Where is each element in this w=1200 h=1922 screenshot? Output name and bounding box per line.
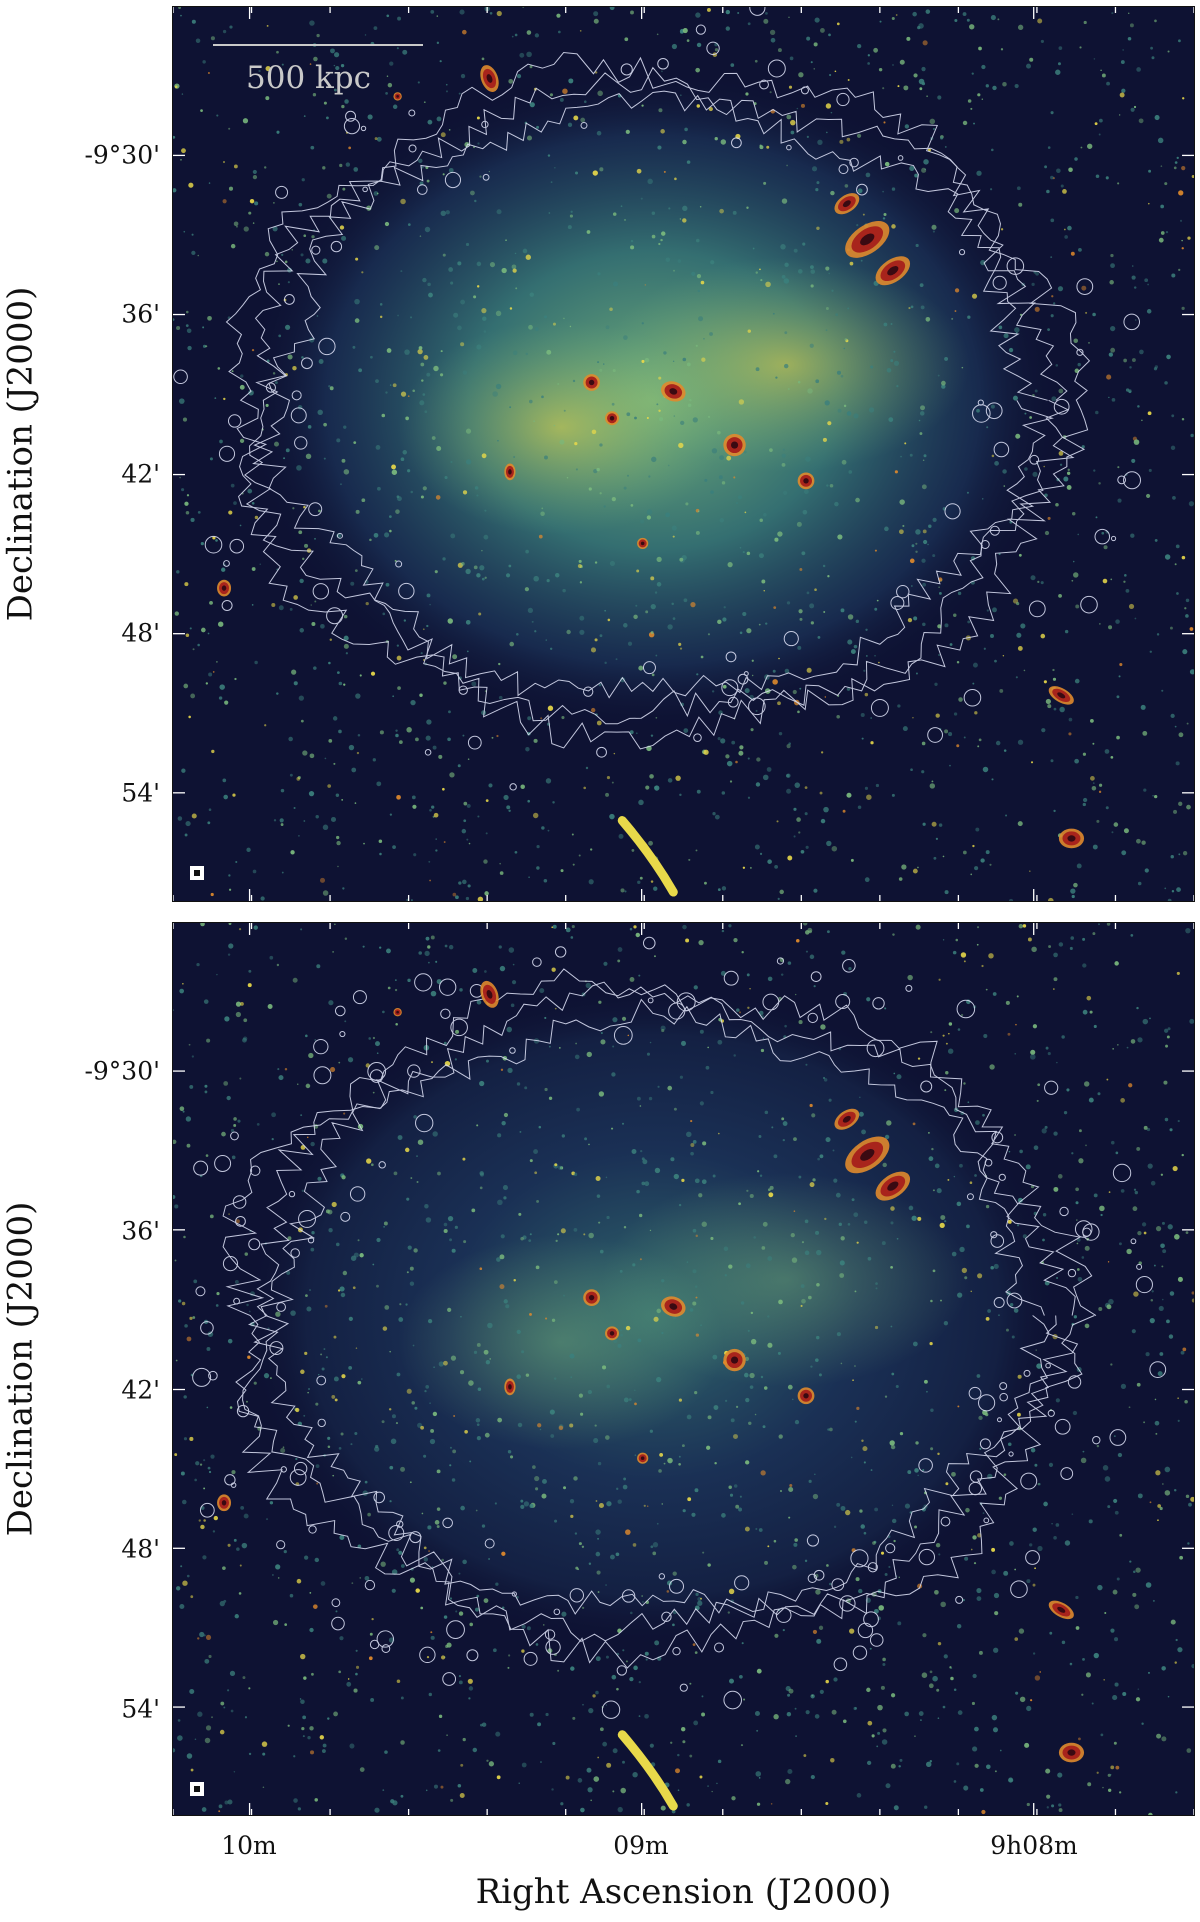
radio-image-top [173,7,1194,901]
y-tick-label-top-2: 42' [121,459,160,489]
axis-ticks [173,923,1194,1815]
y-tick-label-bottom-0: -9°30' [84,1056,160,1086]
y-tick-label-top-4: 54' [121,778,160,808]
scale-bar [213,44,423,46]
y-axis-label-top: Declination (J2000) [0,286,40,622]
y-tick-label-bottom-2: 42' [121,1375,160,1405]
x-tick-label-2: 9h08m [990,1831,1078,1860]
y-tick-label-bottom-1: 36' [121,1216,160,1246]
beam-marker-bottom [190,1782,204,1796]
y-tick-label-top-0: -9°30' [84,140,160,170]
radio-image-bottom [173,923,1194,1815]
y-tick-label-top-3: 48' [121,618,160,648]
background-sources [173,7,1194,901]
y-axis-label-bottom: Declination (J2000) [0,1201,40,1537]
y-tick-label-bottom-3: 48' [121,1534,160,1564]
tailed-radio-galaxy [617,816,678,897]
halo-core-west [397,1235,725,1450]
contour-lines [192,936,1167,1719]
scale-bar-label: 500 kpc [246,60,372,96]
tailed-radio-galaxy [617,1730,678,1811]
axis-ticks [173,7,1194,901]
x-tick-label-0: 10m [221,1831,277,1860]
compact-sources [217,980,1085,1763]
background-sources [173,923,1194,1815]
radio-image-panel-top [172,6,1195,902]
radio-image-panel-bottom [172,922,1195,1816]
halo-core-west [397,319,725,535]
beam-marker-top [190,866,204,880]
y-tick-label-bottom-4: 54' [121,1694,160,1724]
y-tick-label-top-1: 36' [121,299,160,329]
contour-lines [173,7,1142,791]
x-axis-label: Right Ascension (J2000) [475,1872,892,1912]
compact-sources [217,65,1085,849]
x-tick-label-1: 09m [613,1831,669,1860]
